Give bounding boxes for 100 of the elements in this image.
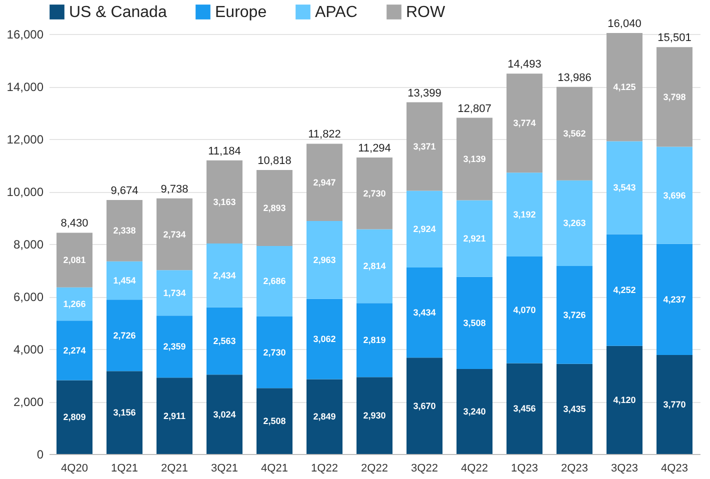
data-label: 2,508 xyxy=(263,416,286,426)
bar xyxy=(156,198,192,270)
legend-label: ROW xyxy=(406,4,446,21)
data-label: 2,734 xyxy=(163,229,186,240)
bar xyxy=(406,268,442,358)
data-label: 2,338 xyxy=(113,226,136,236)
x-tick-label: 2Q22 xyxy=(361,462,388,474)
total-label: 11,822 xyxy=(308,128,341,141)
data-label: 2,849 xyxy=(313,412,336,422)
bar xyxy=(106,200,142,262)
bar xyxy=(306,298,342,380)
bar xyxy=(356,377,392,454)
y-tick-label: 12,000 xyxy=(6,132,44,146)
x-tick-label: 4Q21 xyxy=(261,462,288,474)
data-label: 1,266 xyxy=(63,298,86,309)
bar xyxy=(656,244,692,356)
total-label: 11,294 xyxy=(358,142,391,155)
x-tick-label: 4Q22 xyxy=(461,462,488,474)
total-label: 14,493 xyxy=(508,58,542,71)
total-label: 8,430 xyxy=(60,218,88,230)
bar xyxy=(356,158,392,230)
y-tick-label: 14,000 xyxy=(6,80,44,94)
bar xyxy=(506,256,542,364)
data-label: 3,798 xyxy=(663,92,686,102)
bar xyxy=(256,246,292,317)
data-label: 2,814 xyxy=(363,261,386,272)
data-label: 3,163 xyxy=(213,196,236,207)
bar xyxy=(656,47,692,147)
data-label: 2,947 xyxy=(313,177,336,188)
x-tick-label: 4Q23 xyxy=(661,462,688,474)
legend-label: Europe xyxy=(215,4,267,21)
total-label: 9,738 xyxy=(160,183,188,196)
bar xyxy=(406,358,442,454)
bar xyxy=(406,102,442,191)
data-label: 2,686 xyxy=(263,276,286,286)
data-label: 1,454 xyxy=(113,276,136,286)
legend-label: US & Canada xyxy=(69,4,167,21)
data-label: 4,252 xyxy=(613,285,636,296)
data-label: 3,192 xyxy=(513,210,536,220)
data-label: 3,263 xyxy=(563,218,586,228)
x-tick-label: 2Q21 xyxy=(161,462,188,474)
data-label: 2,819 xyxy=(363,335,386,346)
data-label: 3,156 xyxy=(113,408,136,418)
data-label: 2,924 xyxy=(413,224,436,234)
y-tick-label: 0 xyxy=(36,448,44,462)
bar xyxy=(406,190,442,268)
data-label: 4,070 xyxy=(513,304,536,315)
x-tick-label: 1Q23 xyxy=(511,462,538,474)
bar xyxy=(556,180,592,266)
data-label: 2,726 xyxy=(113,330,136,340)
bar xyxy=(206,307,242,375)
bar xyxy=(556,266,592,364)
bar xyxy=(306,144,342,222)
data-label: 2,359 xyxy=(163,342,186,352)
data-label: 3,670 xyxy=(413,400,436,411)
bar xyxy=(606,141,642,234)
bar xyxy=(106,371,142,454)
x-tick-label: 1Q22 xyxy=(311,462,338,474)
x-tick-label: 2Q23 xyxy=(561,462,588,474)
total-label: 15,501 xyxy=(658,32,692,44)
bar xyxy=(156,316,192,378)
x-tick-label: 1Q21 xyxy=(111,462,138,474)
bar xyxy=(306,379,342,454)
bar xyxy=(156,270,192,316)
data-label: 2,434 xyxy=(213,270,236,280)
y-tick-label: 4,000 xyxy=(13,342,44,356)
data-label: 3,371 xyxy=(413,142,436,152)
data-label: 2,081 xyxy=(63,255,86,266)
total-label: 11,184 xyxy=(208,145,241,158)
data-label: 2,563 xyxy=(213,336,236,346)
bar xyxy=(506,172,542,256)
data-label: 3,726 xyxy=(563,310,586,320)
data-label: 3,770 xyxy=(663,400,686,410)
total-label: 13,986 xyxy=(558,72,592,84)
data-label: 3,508 xyxy=(463,318,486,328)
bar xyxy=(456,368,492,454)
data-label: 2,911 xyxy=(163,410,186,421)
bar xyxy=(606,346,642,454)
data-label: 2,274 xyxy=(63,345,86,356)
bar xyxy=(256,316,292,388)
bar xyxy=(256,388,292,454)
data-label: 3,240 xyxy=(463,406,486,416)
bar xyxy=(506,363,542,454)
bar xyxy=(206,243,242,308)
data-label: 3,434 xyxy=(413,308,436,318)
bar xyxy=(606,234,642,346)
data-label: 2,893 xyxy=(263,203,286,214)
bar xyxy=(456,276,492,369)
x-tick-label: 3Q21 xyxy=(211,462,238,474)
data-label: 3,456 xyxy=(513,404,536,414)
data-label: 3,139 xyxy=(463,154,486,164)
y-tick-label: 2,000 xyxy=(13,395,44,409)
data-label: 4,237 xyxy=(663,294,686,304)
bar xyxy=(106,261,142,300)
bar xyxy=(206,160,242,244)
bar xyxy=(456,200,492,277)
total-label: 10,818 xyxy=(258,155,292,168)
bar xyxy=(56,380,92,454)
data-label: 3,774 xyxy=(513,118,536,128)
data-label: 2,930 xyxy=(363,410,386,421)
